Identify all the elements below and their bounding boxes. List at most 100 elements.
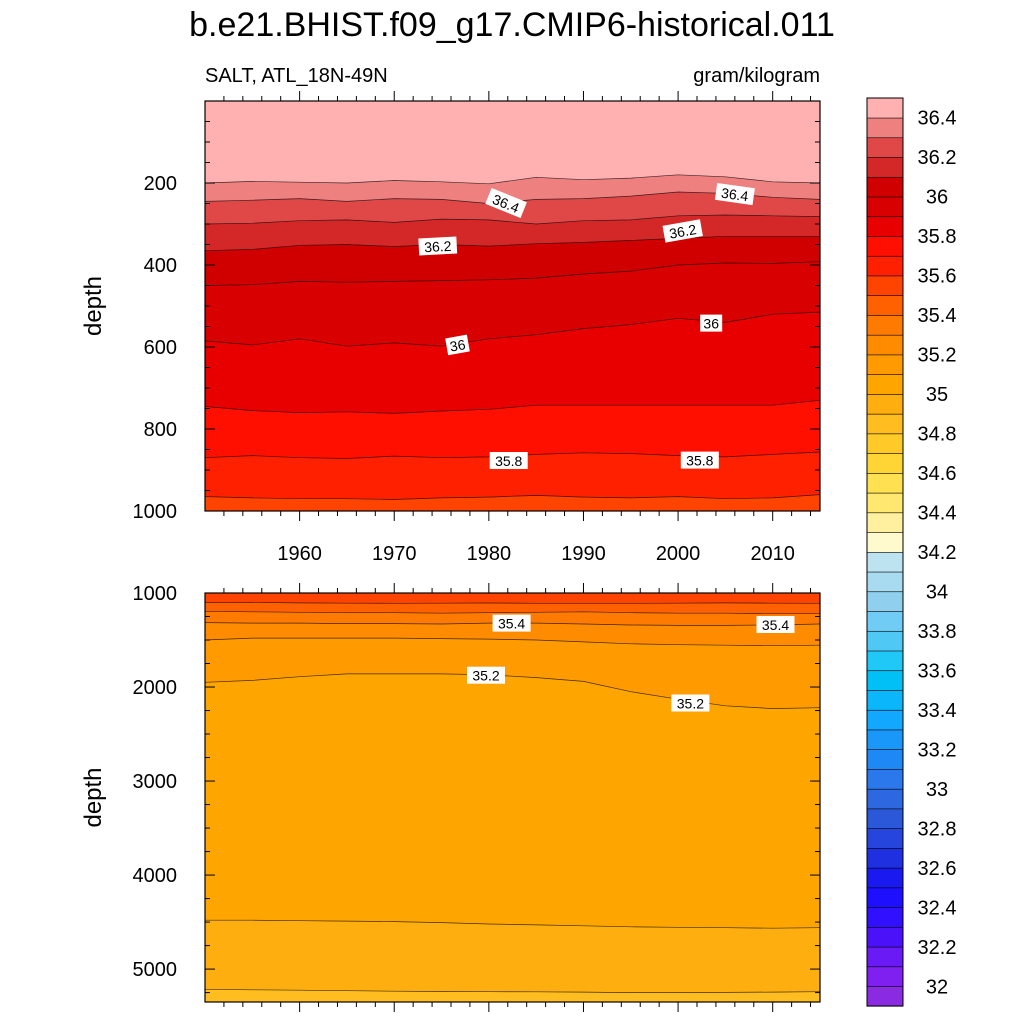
- isoline-35.3: [205, 637, 820, 647]
- colorbar-swatch: [866, 591, 904, 612]
- colorbar-label: 32.2: [918, 937, 957, 959]
- colorbar-label: 35.2: [918, 345, 957, 367]
- colorbar-swatch: [866, 393, 904, 415]
- contour-label: 35.8: [680, 451, 719, 469]
- colorbar-swatch: [866, 97, 904, 119]
- contour-band-35.65: [205, 494, 820, 511]
- colorbar-swatch: [866, 610, 904, 632]
- colorbar-swatch: [866, 452, 904, 474]
- y-tick-label: 600: [144, 337, 177, 359]
- contour-label: 35.4: [756, 616, 795, 633]
- colorbar-label: 34.8: [918, 424, 957, 446]
- colorbar-label: 36: [926, 187, 948, 209]
- colorbar-swatch: [866, 334, 904, 356]
- colorbar-swatch: [866, 551, 904, 573]
- colorbar-label: 34.6: [918, 463, 957, 485]
- colorbar-label: 33.8: [918, 621, 957, 643]
- contour-label-box: [492, 614, 531, 632]
- colorbar-label: 34: [926, 582, 948, 604]
- colorbar-label: 32: [926, 976, 948, 998]
- contour-label-text: 35.4: [762, 617, 789, 633]
- contour-band-36.45: [205, 174, 820, 204]
- isoline-35.5: [205, 610, 820, 615]
- colorbar-label: 36.2: [918, 147, 957, 169]
- colorbar-label: 35.6: [918, 266, 957, 288]
- contour-label-text: 35.2: [472, 668, 499, 684]
- colorbar-label: 36.4: [918, 108, 957, 130]
- contour-label: 35.2: [467, 666, 505, 684]
- contour-label-text: 35.2: [677, 696, 704, 712]
- colorbar-swatch: [866, 176, 904, 198]
- colorbar-swatch: [866, 985, 904, 1007]
- colorbar-swatch: [866, 117, 904, 139]
- colorbar-swatch: [866, 749, 904, 770]
- contour-band-35.75: [205, 452, 820, 500]
- colorbar-swatch: [866, 709, 904, 731]
- axis-ticks: [205, 583, 820, 1012]
- contour-band-35.15: [205, 673, 820, 929]
- colorbar-swatch: [866, 156, 904, 178]
- y-axis-label: depth: [80, 276, 107, 336]
- contour-band-35.85: [205, 400, 820, 459]
- contour-label: 36: [445, 334, 470, 356]
- colorbar-label: 35.8: [918, 226, 957, 248]
- colorbar-swatch: [866, 946, 904, 968]
- contour-band-36.25: [205, 215, 820, 251]
- colorbar-swatch: [866, 275, 904, 296]
- contour-label-text: 35.4: [498, 616, 525, 632]
- contour-label-box: [445, 334, 470, 356]
- contour-label: 36.4: [714, 182, 755, 206]
- x-tick-label: 1960: [277, 543, 322, 565]
- contour-label-box: [700, 314, 723, 332]
- colorbar-swatch: [866, 255, 904, 277]
- colorbar-swatch: [866, 828, 904, 849]
- contour-label: 36.2: [418, 236, 458, 256]
- colorbar-swatch: [866, 137, 904, 158]
- contour-label: 35.8: [489, 452, 528, 469]
- colorbar-swatch: [866, 847, 904, 869]
- colorbar-swatch: [866, 867, 904, 889]
- y-tick-label: 400: [144, 255, 177, 277]
- contour-label-box: [680, 451, 719, 469]
- contour-lines: [205, 602, 820, 993]
- x-tick-label: 2000: [656, 543, 701, 565]
- y-tick-label: 4000: [133, 865, 178, 887]
- contour-label-box: [671, 694, 710, 712]
- isoline-35: [205, 988, 820, 993]
- colorbar-swatch: [866, 413, 904, 435]
- contour-band-35.65: [205, 593, 820, 604]
- contour-band-36.15: [205, 236, 820, 286]
- colorbar-swatch: [866, 512, 904, 533]
- y-tick-label: 200: [144, 173, 177, 195]
- contour-label-text: 35.8: [495, 453, 522, 469]
- isoline-35.2: [205, 673, 820, 709]
- x-tick-label: 2010: [750, 543, 795, 565]
- isoline-36.1: [205, 261, 820, 286]
- isoline-36.2: [205, 235, 820, 252]
- contour-label-text: 36.2: [424, 238, 452, 255]
- contour-label-box: [418, 236, 458, 256]
- colorbar-swatch: [866, 433, 904, 454]
- colorbar-label: 33.6: [918, 660, 957, 682]
- colorbar-label: 33.2: [918, 739, 957, 761]
- y-tick-label: 1000: [133, 583, 178, 605]
- colorbar-label: 32.4: [918, 897, 957, 919]
- colorbar-swatch: [866, 650, 904, 672]
- x-tick-label: 1970: [372, 543, 417, 565]
- colorbar-swatch: [866, 571, 904, 593]
- contour-band-35.35: [205, 622, 820, 646]
- figure-title: b.e21.BHIST.f09_g17.CMIP6-historical.011: [189, 6, 835, 44]
- colorbar-swatch: [866, 354, 904, 375]
- contour-label-box: [756, 616, 795, 633]
- contour-fills: [205, 101, 820, 511]
- colorbar-frame: [866, 97, 904, 1007]
- y-tick-label: 3000: [133, 771, 178, 793]
- isoline-36.5: [205, 174, 820, 185]
- contour-band-34.95: [205, 989, 820, 1002]
- contour-band-35.95: [205, 312, 820, 414]
- colorbar-swatch: [866, 729, 904, 750]
- contour-label-box: [489, 452, 528, 469]
